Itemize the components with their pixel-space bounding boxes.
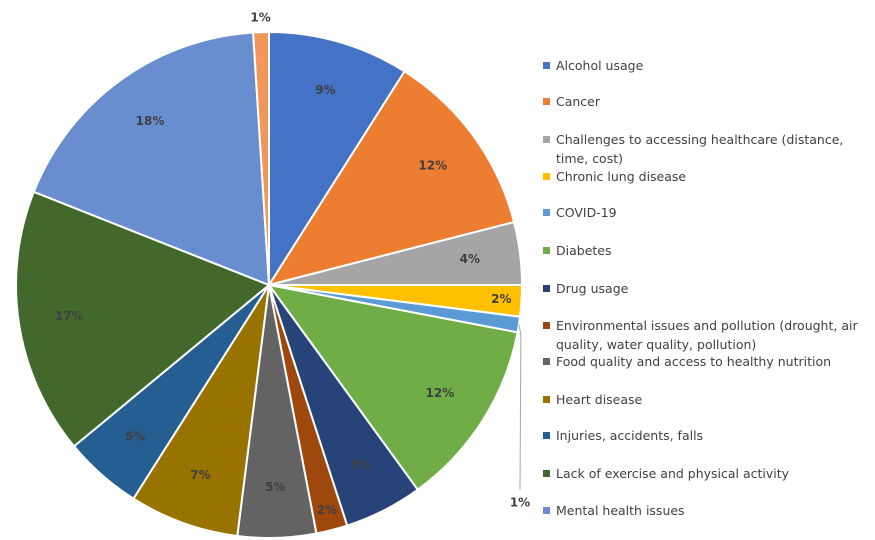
leader-line xyxy=(518,324,522,491)
legend-label: Mental health issues xyxy=(556,503,685,518)
legend-item: Heart disease xyxy=(543,390,863,409)
data-label: 17% xyxy=(55,309,84,323)
data-label: 7% xyxy=(190,468,210,482)
legend-label: Challenges to accessing healthcare (dist… xyxy=(556,132,844,166)
data-label: 5% xyxy=(125,429,145,443)
legend-item: Environmental issues and pollution (drou… xyxy=(543,316,863,354)
legend-item: Mental health issues xyxy=(543,501,863,520)
pie-slice xyxy=(15,190,271,448)
data-label: 5% xyxy=(265,480,285,494)
pie-slice xyxy=(252,30,270,286)
data-label: 2% xyxy=(317,503,337,517)
data-label: 12% xyxy=(426,386,455,400)
legend-swatch xyxy=(543,285,550,292)
pie-slice xyxy=(32,31,271,287)
pie-slice xyxy=(132,284,270,538)
data-label: 5% xyxy=(351,458,371,472)
legend-label: Food quality and access to healthy nutri… xyxy=(556,354,832,369)
data-label: 1% xyxy=(510,496,530,510)
legend-label: Chronic lung disease xyxy=(556,169,687,184)
data-label: 9% xyxy=(315,83,335,97)
legend-item: Alcohol usage xyxy=(543,56,863,75)
legend-swatch xyxy=(543,62,550,69)
legend-label: Alcohol usage xyxy=(556,58,644,73)
legend-swatch xyxy=(543,470,550,477)
legend-item: Chronic lung disease xyxy=(543,167,863,186)
legend-swatch xyxy=(543,209,550,216)
pie-slice xyxy=(268,30,406,289)
legend-item: COVID-19 xyxy=(543,203,863,222)
legend-label: Environmental issues and pollution (drou… xyxy=(556,318,858,352)
data-label: 12% xyxy=(418,159,447,173)
legend-item: Challenges to accessing healthcare (dist… xyxy=(543,130,863,168)
data-label: 1% xyxy=(250,11,270,25)
legend-label: Lack of exercise and physical activity xyxy=(556,466,790,481)
pie-slice xyxy=(266,70,516,287)
legend-label: Diabetes xyxy=(556,243,612,258)
data-label: 18% xyxy=(136,114,165,128)
legend-swatch xyxy=(543,98,550,105)
legend-item: Food quality and access to healthy nutri… xyxy=(543,352,863,371)
data-label: 2% xyxy=(491,292,511,306)
legend-swatch xyxy=(543,136,550,143)
legend-label: Drug usage xyxy=(556,281,629,296)
legend-swatch xyxy=(543,173,550,180)
pie-slice xyxy=(266,283,519,492)
legend-swatch xyxy=(543,507,550,514)
legend-label: COVID-19 xyxy=(556,205,617,220)
legend-label: Heart disease xyxy=(556,392,643,407)
legend-swatch xyxy=(543,247,550,254)
legend-item: Diabetes xyxy=(543,241,863,260)
legend-swatch xyxy=(543,396,550,403)
legend-swatch xyxy=(543,358,550,365)
legend-item: Cancer xyxy=(543,92,863,111)
legend-item: Lack of exercise and physical activity xyxy=(543,464,863,483)
legend-label: Injuries, accidents, falls xyxy=(556,428,704,443)
legend-item: Drug usage xyxy=(543,279,863,298)
data-label: 4% xyxy=(460,252,480,266)
legend-swatch xyxy=(543,432,550,439)
legend-swatch xyxy=(543,322,550,329)
legend-item: Injuries, accidents, falls xyxy=(543,426,863,445)
legend-label: Cancer xyxy=(556,94,601,109)
